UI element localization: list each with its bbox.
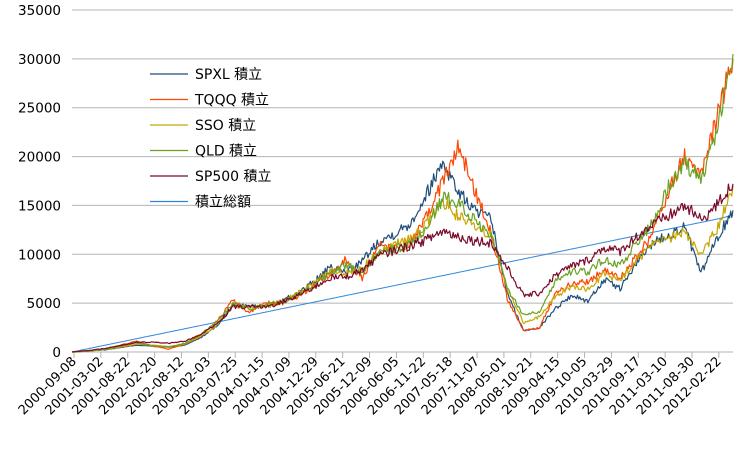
x-axis: 2000-09-082001-03-022001-08-222002-02-20… [16,351,733,418]
gridlines [72,9,733,353]
series-line-4 [71,183,734,353]
y-tick-label: 0 [52,345,61,361]
series-line-3 [71,53,734,353]
y-tick-label: 20000 [18,150,61,166]
legend-label: 積立総額 [195,195,251,211]
y-tick-label: 10000 [18,247,61,263]
y-tick-label: 25000 [18,101,61,117]
legend-label: SP500 積立 [195,169,272,185]
y-tick-label: 15000 [18,198,61,214]
y-tick-label: 35000 [18,3,61,19]
series-line-0 [71,160,734,353]
series-layer [71,53,734,353]
legend-label: SPXL 積立 [195,67,262,83]
legend-label: TQQQ 積立 [194,93,269,109]
legend-label: QLD 積立 [195,144,257,160]
series-line-5 [71,214,734,353]
legend-label: SSO 積立 [195,118,256,134]
y-tick-label: 30000 [18,52,61,68]
series-line-2 [72,185,734,353]
y-axis: 0 5000 10000 15000 20000 25000 30000 35000 [18,3,61,361]
y-tick-label: 5000 [27,296,61,312]
